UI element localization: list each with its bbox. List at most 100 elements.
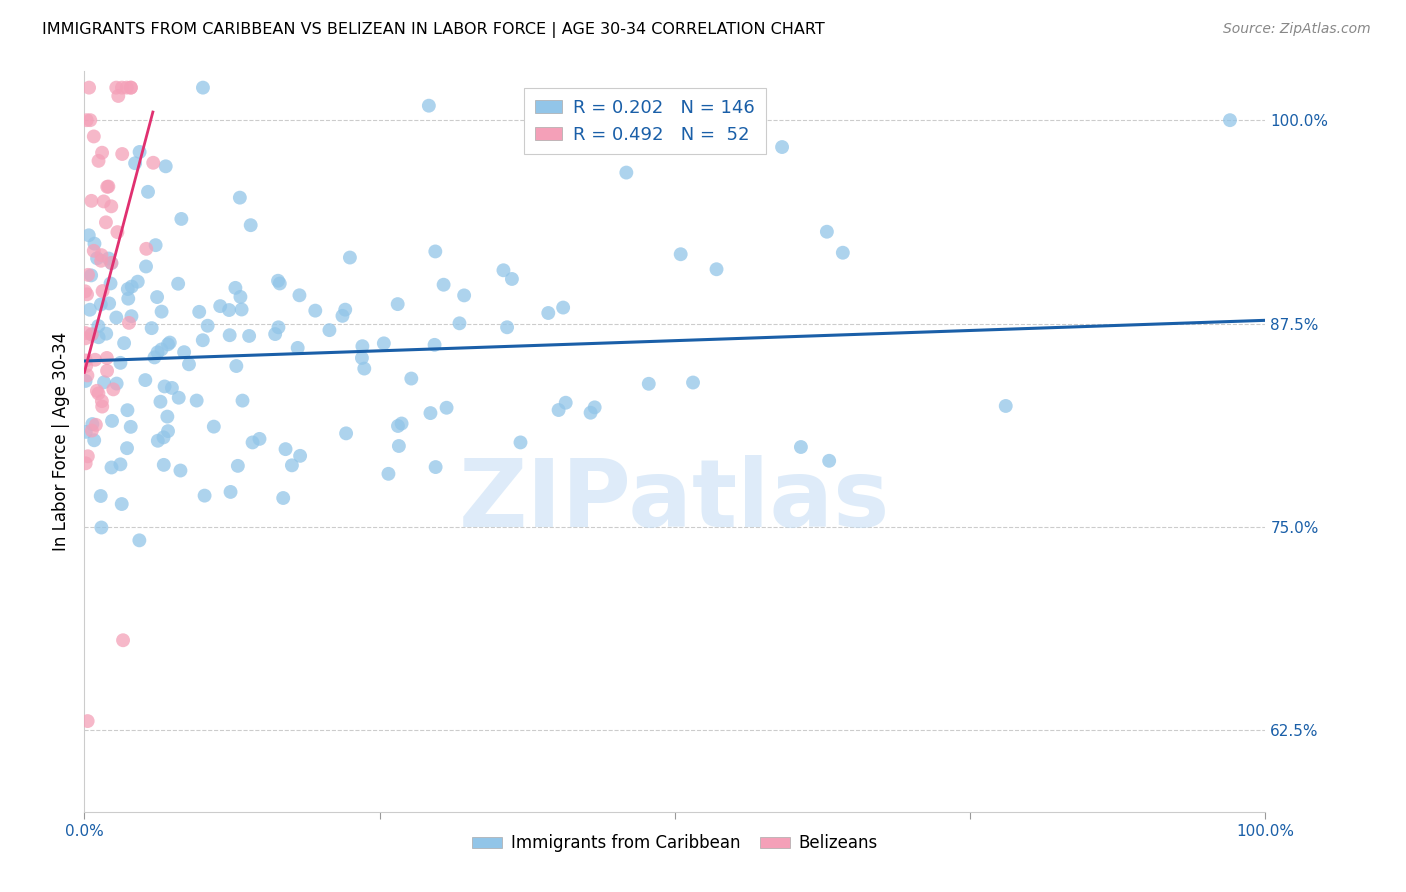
Point [219, 484, 242, 499]
Point [335, 426, 357, 441]
Point [96, 179, 118, 194]
Point [80, 268, 103, 283]
Point [391, 417, 413, 431]
Point [90, 520, 112, 534]
Point [87, 386, 110, 401]
Point [100, 256, 122, 270]
Point [387, 297, 409, 311]
Point [76, 368, 98, 383]
Point [90, 297, 112, 311]
Point [318, 323, 340, 337]
Point [401, 371, 423, 385]
Point [353, 361, 375, 376]
Point [90, 248, 112, 262]
Point [790, 440, 813, 454]
Point [83, 129, 105, 144]
Point [115, 80, 138, 95]
Point [547, 403, 569, 417]
Point [97, 179, 120, 194]
Point [177, 357, 200, 371]
Point [76, 450, 98, 464]
Point [121, 279, 143, 293]
Point [83, 244, 105, 258]
Legend: Immigrants from Caribbean, Belizeans: Immigrants from Caribbean, Belizeans [465, 828, 884, 859]
Point [209, 299, 232, 313]
Point [128, 145, 150, 159]
Point [156, 409, 179, 424]
Point [169, 463, 191, 477]
Point [156, 337, 179, 351]
Point [583, 401, 606, 415]
Point [107, 89, 129, 103]
Point [100, 256, 122, 270]
Point [264, 327, 287, 342]
Point [79, 302, 101, 317]
Point [93, 376, 115, 390]
Point [145, 238, 167, 252]
Text: IMMIGRANTS FROM CARIBBEAN VS BELIZEAN IN LABOR FORCE | AGE 30-34 CORRELATION CHA: IMMIGRANTS FROM CARIBBEAN VS BELIZEAN IN… [42, 22, 825, 38]
Point [186, 393, 208, 408]
Point [173, 345, 195, 359]
Point [93, 194, 115, 209]
Point [86, 384, 108, 398]
Point [579, 406, 602, 420]
Point [75, 456, 97, 470]
Point [155, 159, 177, 173]
Point [91, 284, 114, 298]
Point [153, 379, 176, 393]
Point [124, 156, 146, 170]
Point [75, 331, 97, 345]
Point [76, 113, 98, 128]
Y-axis label: In Labor Force | Age 30-34: In Labor Force | Age 30-34 [52, 332, 70, 551]
Point [82, 417, 104, 431]
Point [281, 458, 304, 473]
Point [91, 145, 114, 160]
Point [150, 304, 173, 318]
Point [157, 424, 180, 438]
Point [76, 287, 98, 301]
Point [425, 460, 447, 475]
Point [143, 351, 166, 365]
Point [682, 376, 704, 390]
Point [77, 80, 100, 95]
Point [142, 155, 165, 169]
Point [127, 275, 149, 289]
Point [105, 376, 128, 391]
Point [96, 364, 118, 378]
Point [249, 432, 271, 446]
Point [239, 218, 262, 232]
Point [553, 301, 575, 315]
Point [436, 401, 458, 415]
Point [269, 277, 291, 291]
Point [238, 329, 260, 343]
Point [1219, 113, 1241, 128]
Point [713, 112, 735, 126]
Point [191, 333, 214, 347]
Point [194, 489, 217, 503]
Point [554, 395, 576, 409]
Point [304, 303, 326, 318]
Point [96, 351, 118, 365]
Point [75, 374, 97, 388]
Point [149, 394, 172, 409]
Point [335, 302, 357, 317]
Point [191, 80, 214, 95]
Point [377, 467, 399, 481]
Point [332, 309, 354, 323]
Point [339, 251, 361, 265]
Point [77, 228, 100, 243]
Point [453, 288, 475, 302]
Point [831, 245, 853, 260]
Point [83, 236, 105, 251]
Point [271, 491, 294, 505]
Point [117, 403, 139, 417]
Point [84, 352, 107, 367]
Point [80, 327, 103, 342]
Point [288, 449, 311, 463]
Point [135, 242, 157, 256]
Point [84, 417, 107, 432]
Point [100, 277, 122, 291]
Point [115, 441, 138, 455]
Point [669, 247, 692, 261]
Point [160, 381, 183, 395]
